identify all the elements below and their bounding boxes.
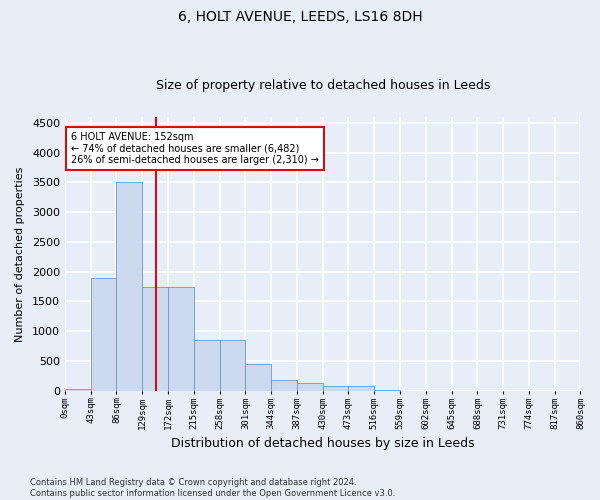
Bar	[374, 390, 400, 391]
Bar	[168, 286, 194, 391]
Bar	[297, 384, 323, 391]
Bar	[142, 286, 168, 391]
Bar	[116, 182, 142, 391]
X-axis label: Distribution of detached houses by size in Leeds: Distribution of detached houses by size …	[171, 437, 475, 450]
Bar	[349, 386, 374, 391]
Bar	[194, 340, 220, 391]
Title: Size of property relative to detached houses in Leeds: Size of property relative to detached ho…	[155, 79, 490, 92]
Bar	[323, 386, 349, 391]
Bar	[245, 364, 271, 391]
Bar	[91, 278, 116, 391]
Bar	[65, 390, 91, 391]
Bar	[220, 340, 245, 391]
Text: 6 HOLT AVENUE: 152sqm
← 74% of detached houses are smaller (6,482)
26% of semi-d: 6 HOLT AVENUE: 152sqm ← 74% of detached …	[71, 132, 319, 165]
Text: 6, HOLT AVENUE, LEEDS, LS16 8DH: 6, HOLT AVENUE, LEEDS, LS16 8DH	[178, 10, 422, 24]
Text: Contains HM Land Registry data © Crown copyright and database right 2024.
Contai: Contains HM Land Registry data © Crown c…	[30, 478, 395, 498]
Y-axis label: Number of detached properties: Number of detached properties	[15, 166, 25, 342]
Bar	[271, 380, 297, 391]
